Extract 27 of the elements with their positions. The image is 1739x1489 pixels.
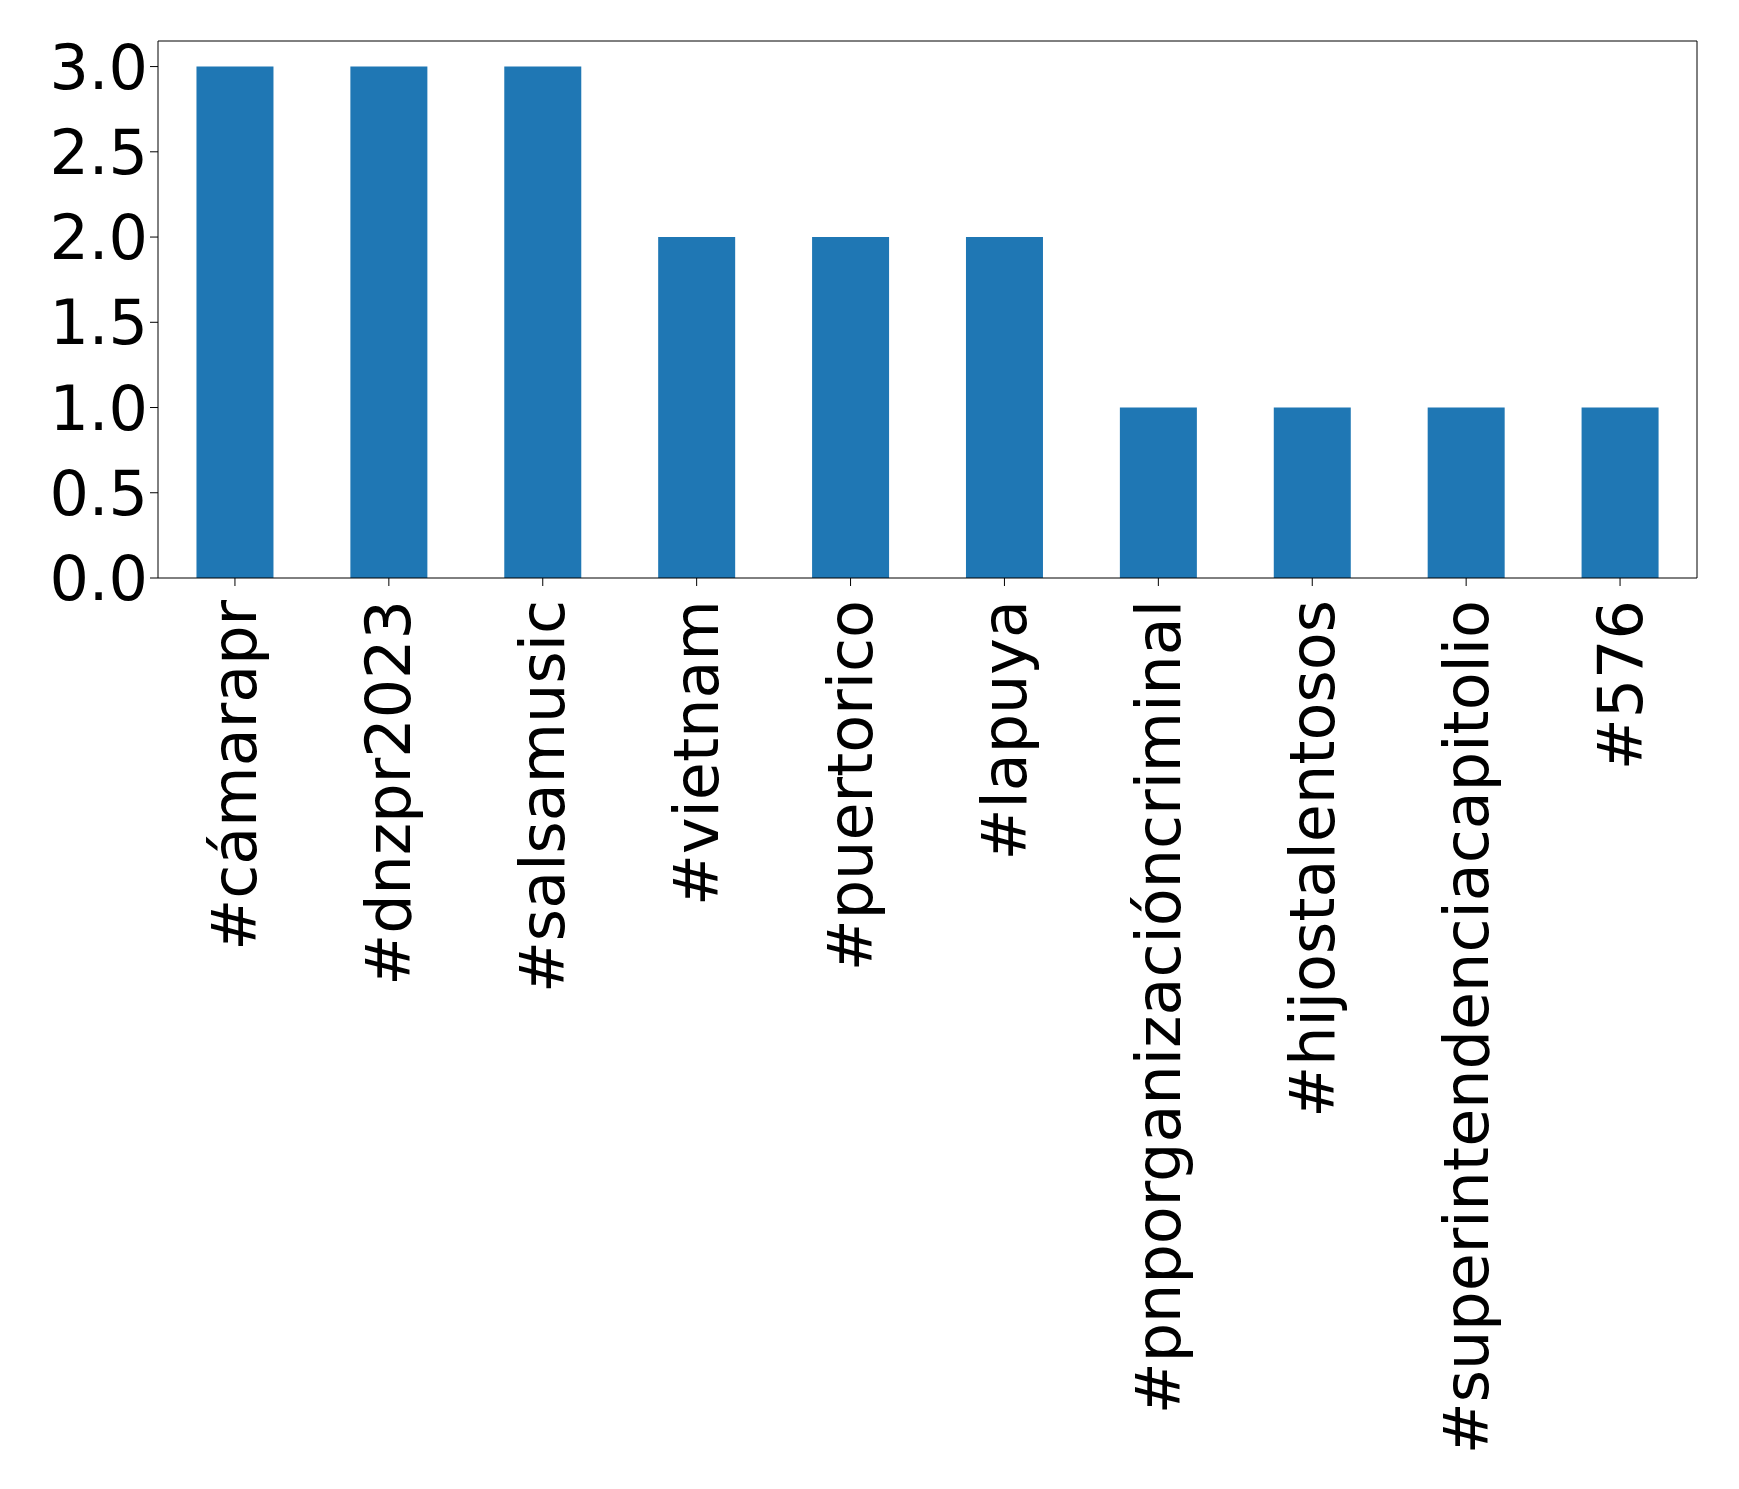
x-tick-label: #vietnam	[660, 600, 734, 907]
y-tick-label: 1.0	[49, 371, 148, 445]
bar	[1581, 407, 1659, 578]
bar	[1273, 407, 1351, 578]
bar	[812, 237, 890, 578]
x-tick-label: #dnzpr2023	[352, 600, 426, 986]
bar	[196, 66, 274, 578]
y-tick-label: 2.5	[49, 115, 148, 189]
x-tick-label: #superintendenciacapitolio	[1429, 600, 1503, 1455]
x-tick-label: #salsamusic	[506, 600, 580, 994]
x-tick-label: #cámarapr	[198, 599, 272, 951]
bar	[965, 237, 1043, 578]
x-tick-label: #puertorico	[814, 600, 888, 972]
y-tick-label: 3.0	[49, 30, 148, 104]
y-tick-label: 1.5	[49, 286, 148, 360]
y-tick-label: 2.0	[49, 201, 148, 275]
y-tick-label: 0.0	[49, 542, 148, 616]
bar	[1119, 407, 1197, 578]
x-tick-label: #pnporganizacióncriminal	[1121, 600, 1195, 1415]
y-tick-label: 0.5	[49, 456, 148, 530]
x-tick-label: #576	[1583, 600, 1657, 771]
x-tick-label: #hijostalentosos	[1275, 600, 1349, 1118]
bar	[504, 66, 582, 578]
x-tick-label: #lapuya	[967, 600, 1041, 861]
bar	[1427, 407, 1505, 578]
bar	[658, 237, 736, 578]
bar	[350, 66, 428, 578]
